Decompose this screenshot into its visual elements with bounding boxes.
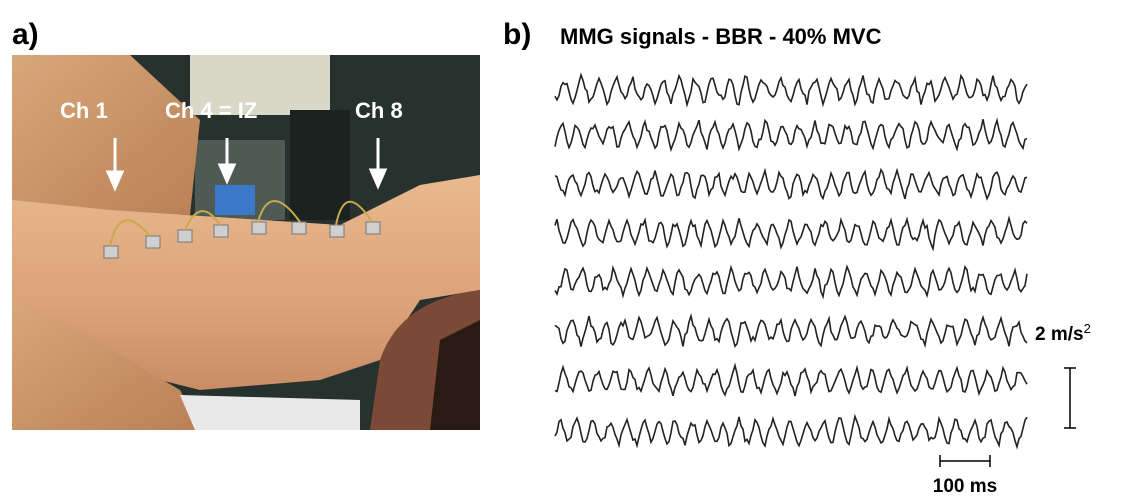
time-scale-label: 100 ms	[933, 476, 997, 497]
channel-label: Ch 4 = IZ	[165, 98, 257, 123]
mmg-trace	[554, 264, 1028, 300]
mmg-trace	[554, 117, 1028, 153]
panel-title: MMG signals - BBR - 40% MVC	[560, 24, 882, 49]
mmg-trace	[554, 167, 1028, 201]
channel-label: Ch 8	[355, 98, 403, 123]
unit: 2 m/s	[1035, 324, 1084, 345]
photo: Ch 1 Ch 4 = IZ Ch 8	[12, 55, 480, 430]
panel-label: b)	[503, 18, 531, 51]
mmg-trace	[554, 362, 1028, 397]
mmg-trace	[554, 72, 1028, 108]
traces	[554, 72, 1028, 450]
amplitude-scale-bar	[1064, 367, 1076, 429]
time-scale-bar	[939, 455, 991, 467]
exponent: 2	[1084, 321, 1091, 336]
mmg-trace	[554, 215, 1028, 252]
mmg-trace	[554, 413, 1028, 450]
mmg-trace	[554, 312, 1028, 349]
channel-label: Ch 1	[60, 98, 108, 123]
panel-label: a)	[12, 18, 39, 51]
amplitude-scale-label: 2 m/s2	[1035, 321, 1091, 345]
